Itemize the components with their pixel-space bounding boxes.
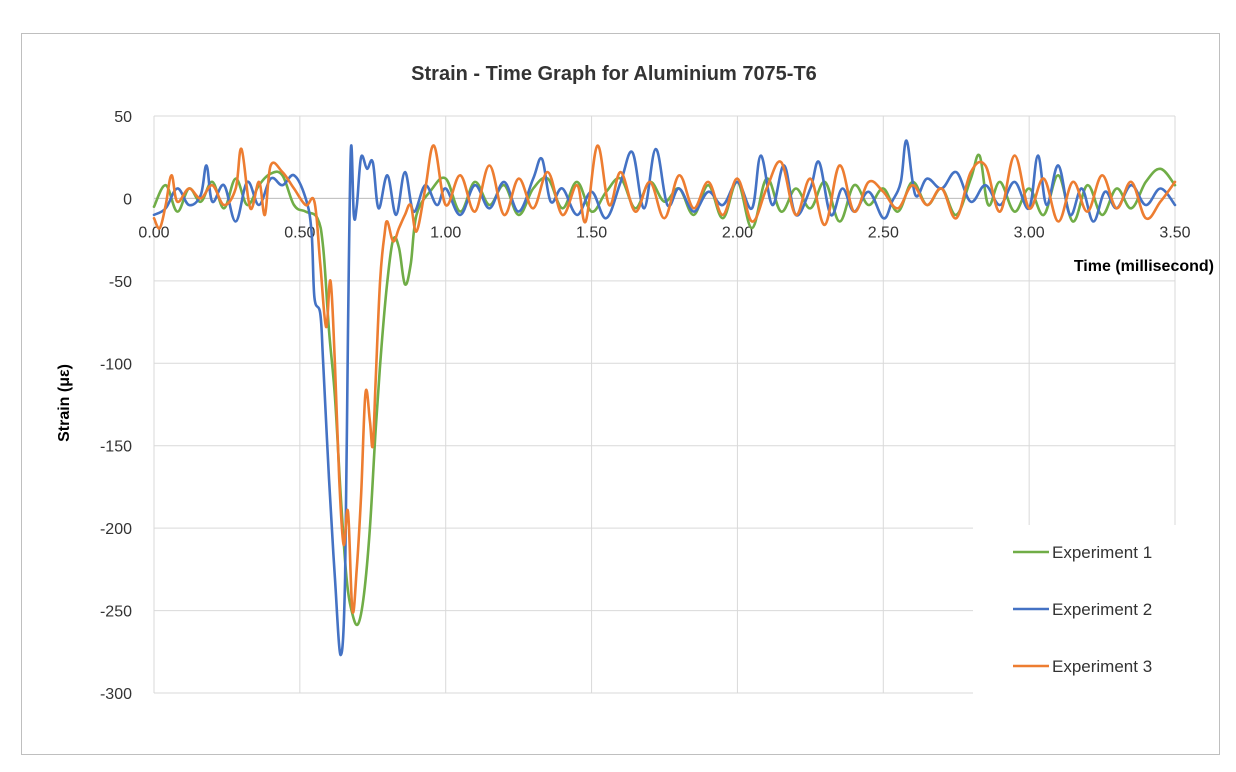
- series-lines: [152, 139, 1177, 657]
- y-tick-label: -50: [109, 274, 132, 291]
- x-tick-label: 1.00: [430, 224, 461, 241]
- legend: Experiment 1 Experiment 2 Experiment 3: [1013, 543, 1152, 676]
- y-tick-label: -300: [100, 686, 132, 703]
- y-axis-title: Strain (με): [56, 364, 73, 442]
- legend-box: [973, 525, 1189, 701]
- y-tick-label: -200: [100, 521, 132, 538]
- x-axis-title: Time (millisecond): [1074, 258, 1214, 275]
- y-tick-label: -100: [100, 356, 132, 373]
- x-tick-label: 0.00: [138, 224, 169, 241]
- series-line-3: [152, 144, 1177, 614]
- legend-label-3: Experiment 3: [1052, 657, 1152, 676]
- series-line-2: [152, 139, 1177, 657]
- x-tick-labels: 0.00 0.50 1.00 1.50 2.00 2.50 3.00 3.50: [138, 224, 1190, 241]
- x-tick-label: 0.50: [284, 224, 315, 241]
- chart-title: Strain - Time Graph for Aluminium 7075-T…: [411, 63, 817, 85]
- legend-label-1: Experiment 1: [1052, 543, 1152, 562]
- x-tick-label: 3.00: [1014, 224, 1045, 241]
- x-tick-label: 2.50: [868, 224, 899, 241]
- y-tick-label: 50: [114, 109, 132, 126]
- y-tick-label: -250: [100, 604, 132, 621]
- x-tick-label: 3.50: [1159, 224, 1190, 241]
- y-tick-label: -150: [100, 439, 132, 456]
- x-tick-label: 1.50: [576, 224, 607, 241]
- legend-label-2: Experiment 2: [1052, 600, 1152, 619]
- y-tick-label: 0: [123, 191, 132, 208]
- series-line-1: [152, 153, 1177, 627]
- y-tick-labels: 50 0 -50 -100 -150 -200 -250 -300: [100, 109, 132, 703]
- x-tick-label: 2.00: [722, 224, 753, 241]
